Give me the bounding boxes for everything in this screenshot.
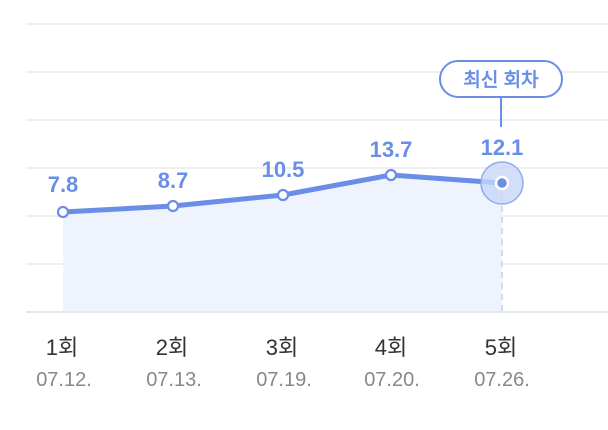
- latest-badge: 최신 회차: [439, 60, 563, 127]
- value-label: 7.8: [48, 172, 79, 197]
- data-points: [56, 161, 524, 219]
- value-label: 10.5: [262, 157, 305, 182]
- data-point[interactable]: [276, 188, 290, 202]
- x-category-label: 1회: [46, 335, 78, 360]
- value-labels: 7.8 8.7 10.5 13.7 12.1: [48, 135, 524, 197]
- x-category-label: 3회: [266, 335, 298, 360]
- x-date-label: 07.20.: [364, 369, 420, 391]
- latest-badge-label: 최신 회차: [463, 69, 539, 91]
- x-date-label: 07.19.: [256, 369, 312, 391]
- x-category-label: 2회: [156, 335, 188, 360]
- value-label: 13.7: [370, 137, 413, 162]
- x-category-label: 5회: [485, 335, 517, 360]
- badge-outline: [439, 60, 563, 98]
- data-point[interactable]: [56, 205, 70, 219]
- data-point[interactable]: [384, 168, 398, 182]
- value-label: 8.7: [158, 168, 189, 193]
- latest-data-point[interactable]: [494, 175, 510, 191]
- x-date-label: 07.12.: [36, 369, 92, 391]
- x-axis-labels: 1회 2회 3회 4회 5회 07.12. 07.13. 07.19. 07.2…: [36, 335, 530, 391]
- x-date-label: 07.13.: [146, 369, 202, 391]
- x-date-label: 07.26.: [474, 369, 530, 391]
- value-label: 12.1: [481, 135, 524, 160]
- x-category-label: 4회: [375, 335, 407, 360]
- data-point[interactable]: [166, 199, 180, 213]
